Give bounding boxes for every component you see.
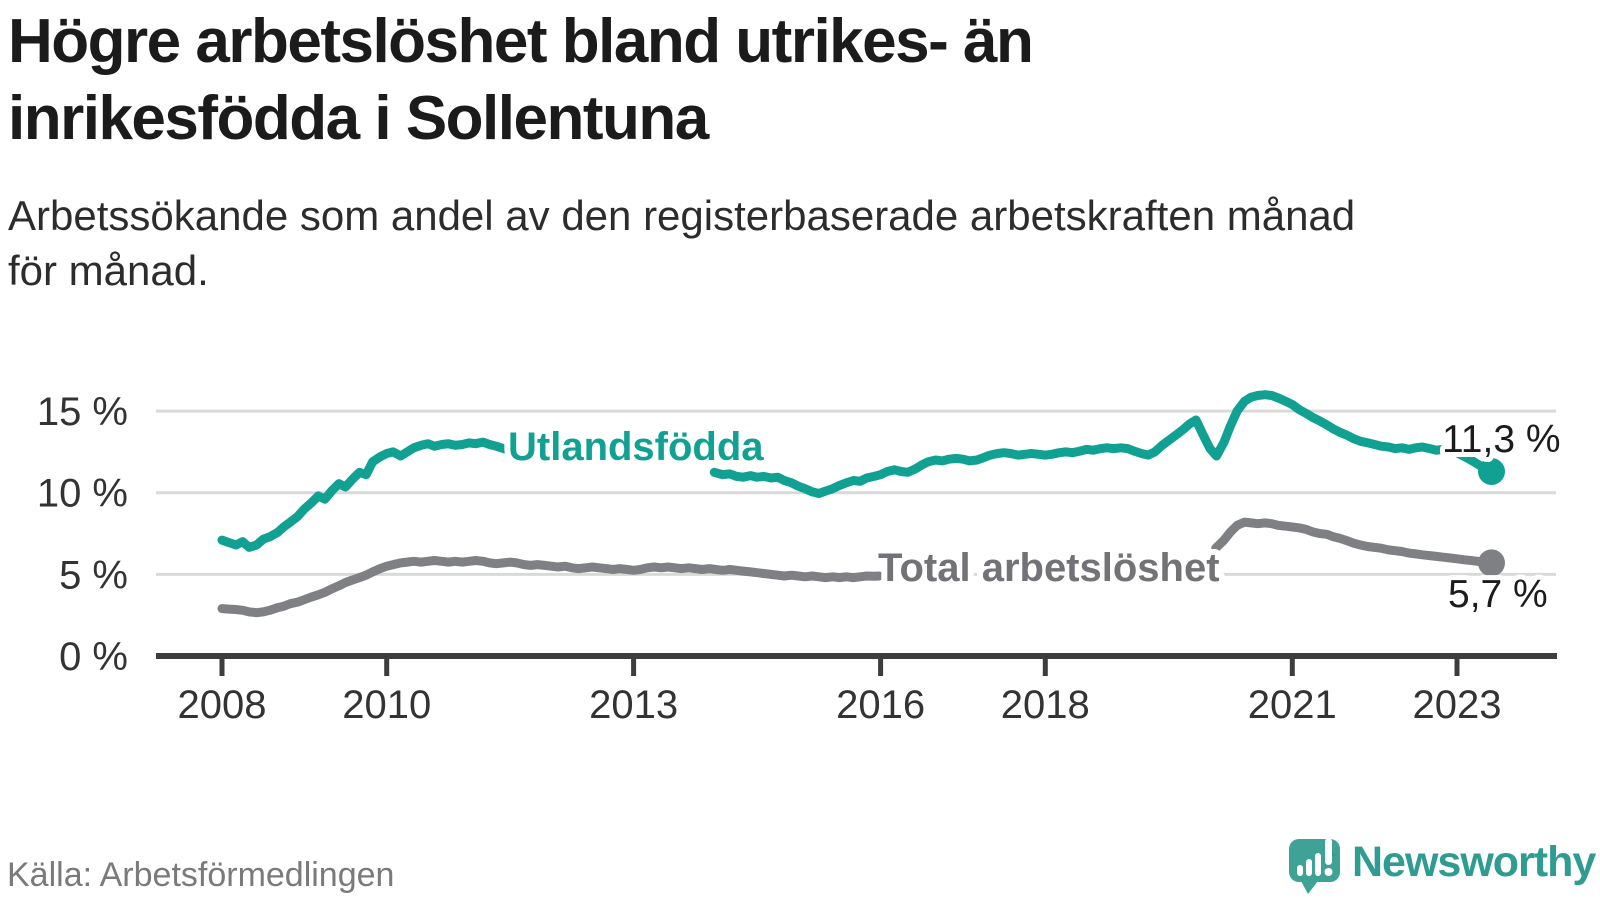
- page-title: Högre arbetslöshet bland utrikes- än inr…: [8, 7, 1034, 153]
- x-tick-label-2018: 2018: [1001, 683, 1090, 727]
- y-tick-label-0pct: 0 %: [59, 635, 128, 679]
- x-tick-label-2021: 2021: [1248, 683, 1337, 727]
- x-tick-label-2013: 2013: [589, 683, 678, 727]
- series-line-total-arbetsloshet-segment-2: [1211, 517, 1496, 568]
- logo-bubble-tail: [1301, 881, 1318, 894]
- brand-wordmark: Newsworthy: [1352, 838, 1596, 886]
- newsworthy-logo: Newsworthy: [1288, 836, 1598, 896]
- series-label-total-arbetsloshet: Total arbetslöshet: [878, 546, 1220, 590]
- series-end-value-total-arbetsloshet: 5,7 %: [1448, 573, 1548, 616]
- series-line-total-arbetsloshet-segment-1: [217, 556, 884, 618]
- page-subtitle: Arbetssökande som andel av den registerb…: [8, 192, 1356, 295]
- x-tick-label-2010: 2010: [342, 683, 431, 727]
- x-tick-label-2016: 2016: [836, 683, 925, 727]
- series-end-dot-total-arbetsloshet: [1478, 549, 1505, 577]
- logo-exclamation-icon: [1324, 838, 1333, 876]
- series-line-utlandsfodda-segment-2: [709, 390, 1496, 498]
- series-line-utlandsfodda-segment-1: [217, 437, 511, 552]
- series-end-dot-utlandsfodda: [1478, 458, 1505, 485]
- logo-bar-chart-icon: [1297, 853, 1321, 876]
- y-tick-label-10pct: 10 %: [37, 472, 128, 516]
- series-label-utlandsfodda: Utlandsfödda: [508, 425, 764, 469]
- x-tick-label-2023: 2023: [1413, 683, 1502, 727]
- newsworthy-speech-bubble-icon: [1289, 838, 1340, 894]
- source-note: Källa: Arbetsförmedlingen: [7, 856, 395, 894]
- x-tick-label-2008: 2008: [178, 683, 267, 727]
- logo-bubble-shape: [1289, 839, 1340, 882]
- y-tick-label-15pct: 15 %: [37, 390, 128, 434]
- y-tick-label-5pct: 5 %: [59, 553, 128, 597]
- series-end-value-utlandsfodda: 11,3 %: [1442, 418, 1561, 461]
